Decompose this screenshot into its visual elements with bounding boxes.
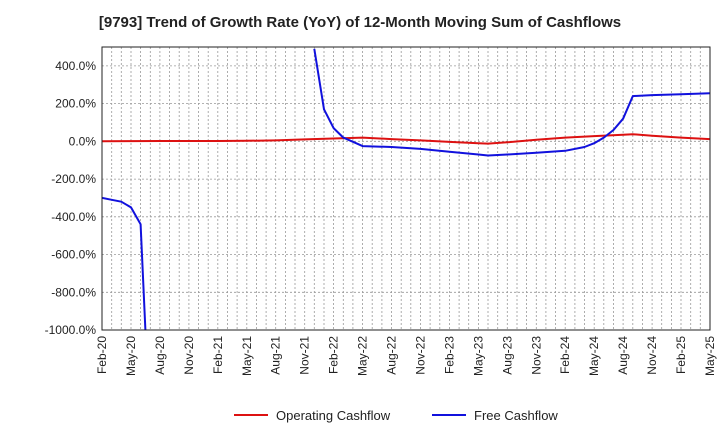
x-tick-label: Aug-24	[616, 336, 630, 375]
x-tick-label: Feb-22	[327, 336, 341, 374]
x-tick-label: May-23	[471, 336, 485, 376]
x-tick-label: Feb-20	[95, 336, 109, 374]
legend-label-operating-cashflow: Operating Cashflow	[276, 407, 391, 423]
y-tick-label: -200.0%	[51, 172, 96, 186]
legend-item-free-cashflow: Free Cashflow	[432, 405, 558, 425]
x-tick-label: Feb-24	[558, 336, 572, 374]
x-tick-label: Nov-20	[182, 336, 196, 375]
x-tick-label: May-22	[356, 336, 370, 376]
plot-area-background	[102, 47, 710, 330]
y-tick-label: -400.0%	[51, 210, 96, 224]
y-axis-ticks: 400.0% 200.0% 0.0% -200.0% -400.0% -600.0% -80…	[45, 59, 97, 337]
x-tick-label: May-25	[703, 336, 717, 376]
chart-title: [9793] Trend of Growth Rate (YoY) of 12-…	[98, 14, 622, 31]
x-tick-label: Aug-21	[269, 336, 283, 375]
x-tick-label: May-21	[240, 336, 254, 376]
legend-label-free-cashflow: Free Cashflow	[474, 407, 558, 423]
series-line-free-cashflow	[313, 48, 710, 157]
legend-swatch-free-cashflow	[432, 414, 466, 416]
legend-swatch-operating-cashflow	[234, 414, 268, 416]
y-tick-label: -1000.0%	[45, 323, 97, 337]
x-tick-label: Nov-23	[529, 336, 543, 375]
x-tick-label: Nov-21	[298, 336, 312, 375]
series-layer	[102, 48, 710, 330]
x-tick-label: May-24	[587, 336, 601, 376]
x-tick-label: Aug-23	[500, 336, 514, 375]
y-tick-label: 400.0%	[55, 59, 96, 73]
legend-item-operating-cashflow: Operating Cashflow	[234, 405, 390, 425]
x-tick-label: Aug-20	[153, 336, 167, 375]
x-tick-label: Nov-22	[414, 336, 428, 375]
y-tick-label: -600.0%	[51, 248, 96, 262]
x-tick-label: Feb-23	[442, 336, 456, 374]
y-tick-label: 0.0%	[69, 134, 97, 148]
x-tick-label: May-20	[124, 336, 138, 376]
y-tick-label: 200.0%	[55, 97, 96, 111]
x-tick-label: Feb-21	[211, 336, 225, 374]
grid-layer	[102, 47, 710, 331]
x-tick-label: Aug-22	[385, 336, 399, 375]
x-tick-label: Feb-25	[674, 336, 688, 374]
x-axis-ticks: Feb-20 May-20 Aug-20 Nov-20 Feb-21 May-21 Aug-…	[95, 336, 717, 376]
plot-frame	[101, 46, 711, 331]
legend: Operating Cashflow Free Cashflow	[0, 405, 720, 425]
series-line-free-cashflow	[102, 196, 147, 330]
series-line-operating-cashflow	[102, 133, 710, 145]
y-tick-label: -800.0%	[51, 285, 96, 299]
x-tick-label: Nov-24	[645, 336, 659, 375]
